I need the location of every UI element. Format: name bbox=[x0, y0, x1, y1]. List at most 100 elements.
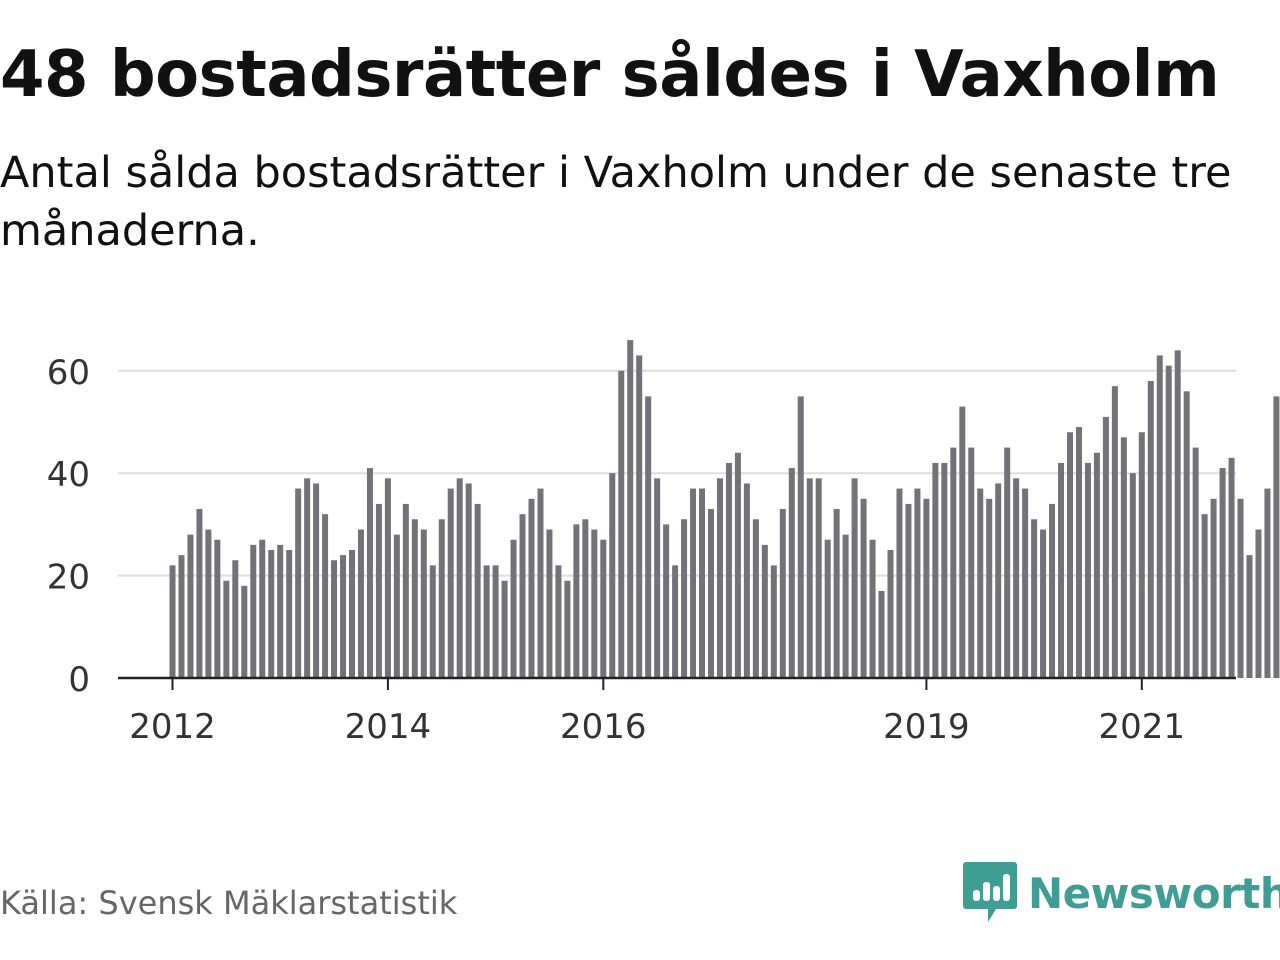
bar bbox=[1219, 468, 1226, 678]
bar bbox=[663, 524, 670, 678]
bar bbox=[1084, 462, 1091, 678]
bar bbox=[627, 340, 634, 678]
bar bbox=[232, 560, 239, 678]
bar bbox=[438, 519, 445, 678]
bar bbox=[1228, 457, 1235, 678]
bar bbox=[295, 488, 302, 678]
bar bbox=[1129, 473, 1136, 678]
bar bbox=[1111, 386, 1118, 678]
bar bbox=[690, 488, 697, 678]
newsworthy-logo: Newsworthy bbox=[962, 860, 1280, 926]
bar bbox=[1075, 427, 1082, 678]
bar bbox=[1022, 488, 1029, 678]
bar bbox=[1210, 498, 1217, 678]
bar bbox=[169, 565, 176, 678]
bar bbox=[259, 539, 266, 678]
bar bbox=[277, 544, 284, 678]
bar bbox=[1237, 498, 1244, 678]
brand-name: Newsworthy bbox=[1028, 868, 1280, 918]
bar bbox=[968, 447, 975, 678]
bar bbox=[591, 529, 598, 678]
bar bbox=[1013, 478, 1020, 678]
bar bbox=[842, 534, 849, 678]
source-credit: Källa: Svensk Mäklarstatistik bbox=[0, 884, 458, 922]
bar bbox=[1183, 391, 1190, 678]
bar bbox=[1147, 381, 1154, 678]
bar bbox=[851, 478, 858, 678]
bar bbox=[815, 478, 822, 678]
bar bbox=[932, 462, 939, 678]
bar bbox=[1273, 396, 1280, 678]
bar bbox=[366, 468, 373, 678]
bar bbox=[528, 498, 535, 678]
bar bbox=[914, 488, 921, 678]
chart-title: 48 bostadsrätter såldes i Vaxholm bbox=[0, 38, 1220, 112]
x-tick-label: 2016 bbox=[560, 707, 647, 747]
bar bbox=[582, 519, 589, 678]
bar bbox=[923, 498, 930, 678]
bar bbox=[492, 565, 499, 678]
bar bbox=[420, 529, 427, 678]
bar bbox=[824, 539, 831, 678]
bar bbox=[636, 355, 643, 678]
bar bbox=[1165, 365, 1172, 678]
bar bbox=[672, 565, 679, 678]
bar bbox=[618, 370, 625, 678]
bar bbox=[788, 468, 795, 678]
bar bbox=[950, 447, 957, 678]
bar bbox=[1192, 447, 1199, 678]
bar bbox=[1058, 462, 1065, 678]
bar bbox=[1031, 519, 1038, 678]
y-tick-label: 0 bbox=[68, 660, 90, 700]
bar bbox=[519, 514, 526, 678]
bar bbox=[357, 529, 364, 678]
bar bbox=[959, 406, 966, 678]
y-axis-ticks: 0 20 40 60 bbox=[47, 353, 90, 700]
bar bbox=[869, 539, 876, 678]
bar bbox=[313, 483, 320, 678]
bar bbox=[214, 539, 221, 678]
bar bbox=[681, 519, 688, 678]
bar bbox=[600, 539, 607, 678]
bar bbox=[501, 580, 508, 678]
bar bbox=[205, 529, 212, 678]
bar bbox=[384, 478, 391, 678]
bar bbox=[1102, 416, 1109, 678]
bar bbox=[1201, 514, 1208, 678]
bar bbox=[411, 519, 418, 678]
bar bbox=[322, 514, 329, 678]
bar bbox=[1093, 452, 1100, 678]
bar bbox=[1174, 350, 1181, 678]
y-tick-label: 60 bbox=[47, 353, 90, 393]
bar bbox=[429, 565, 436, 678]
bar bbox=[187, 534, 194, 678]
bar bbox=[573, 524, 580, 678]
bar bbox=[860, 498, 867, 678]
bar bbox=[555, 565, 562, 678]
bar bbox=[483, 565, 490, 678]
bar bbox=[833, 509, 840, 678]
bar bbox=[1246, 555, 1253, 678]
bar bbox=[725, 462, 732, 678]
bar bbox=[806, 478, 813, 678]
bar bbox=[304, 478, 311, 678]
bar bbox=[761, 544, 768, 678]
x-axis-ticks: 201220142016201920212023 bbox=[129, 678, 1185, 747]
bar bbox=[546, 529, 553, 678]
bar bbox=[905, 503, 912, 678]
bar bbox=[708, 509, 714, 678]
bar bbox=[340, 555, 347, 678]
bar bbox=[699, 488, 706, 678]
bar bbox=[268, 550, 275, 678]
bar bbox=[1255, 529, 1262, 678]
bar bbox=[178, 555, 185, 678]
x-tick-label: 2012 bbox=[129, 707, 216, 747]
chart-subtitle: Antal sålda bostadsrätter i Vaxholm unde… bbox=[0, 148, 1232, 256]
bars bbox=[169, 340, 1280, 678]
bar bbox=[393, 534, 400, 678]
bar bbox=[779, 509, 786, 678]
bar bbox=[375, 503, 382, 678]
bar bbox=[1156, 355, 1163, 678]
bar bbox=[1120, 437, 1127, 678]
